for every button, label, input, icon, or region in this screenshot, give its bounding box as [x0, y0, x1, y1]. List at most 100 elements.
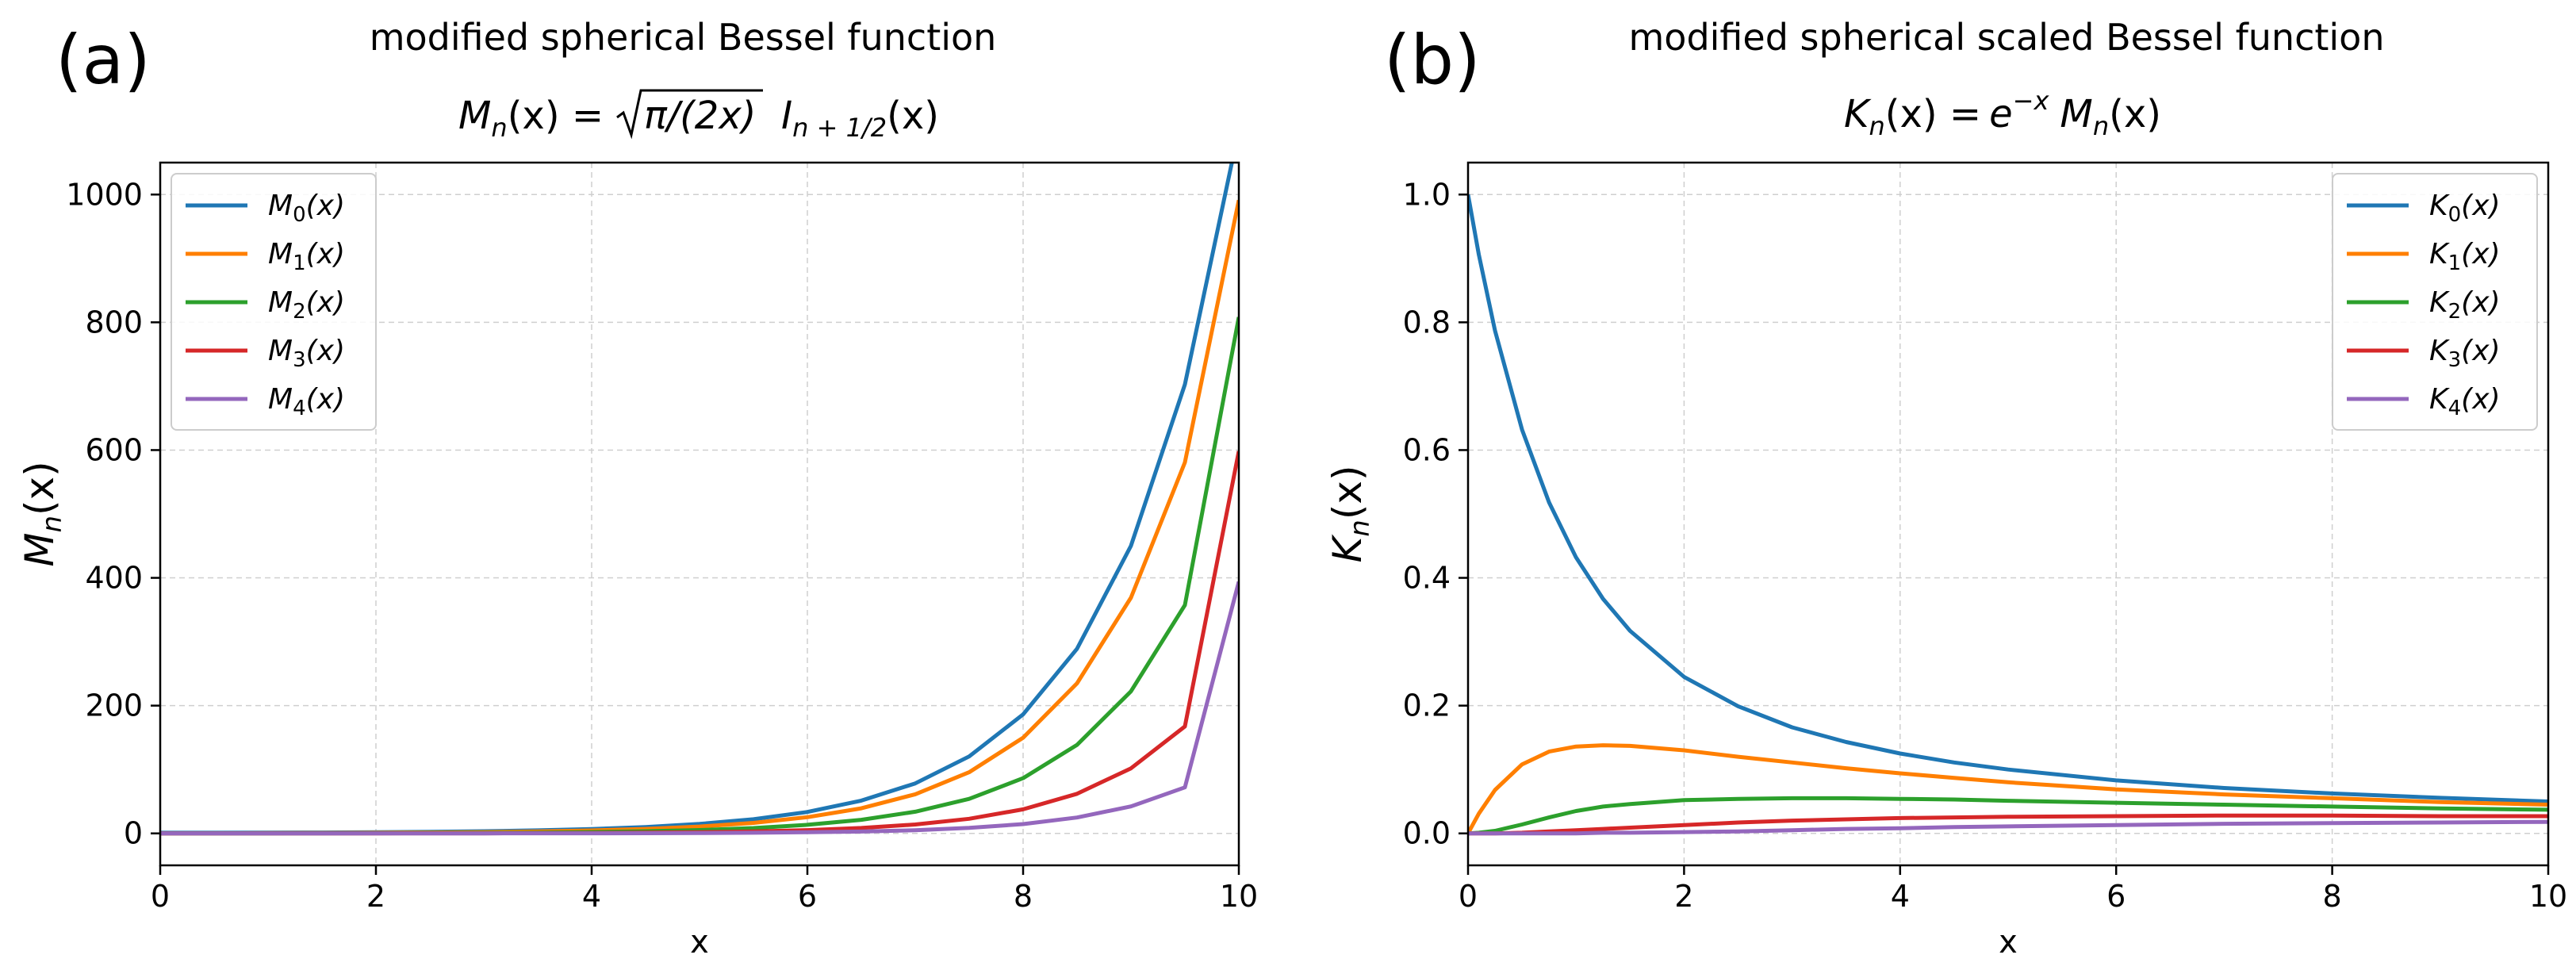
panel-b-legend-box [2332, 173, 2538, 431]
panel-b-plot: 0 2 4 6 8 100.00.20.40.60.81.0xKn(x)K0(x)K1(x… [1324, 161, 2567, 961]
panel-b-ytick-label-4: 0.8 [1403, 305, 1451, 339]
panel-b-legend-sub-4: 4 [2448, 397, 2462, 420]
panel-a-xlabel: x [690, 924, 709, 961]
panel-b-ylabel-main: K [1324, 533, 1370, 562]
panel-b-legend-main-0: K [2429, 190, 2450, 222]
formula-b-lhs-arg: (x) = [1885, 92, 1981, 136]
panel-a-legend-sub-3: 3 [293, 348, 306, 372]
panel-a-legend-arg-4: (x) [306, 383, 345, 416]
panel-b-legend-arg-4: (x) [2461, 383, 2500, 416]
panel-b-series-line-4 [1468, 819, 2548, 836]
panel-a-series-line-4 [160, 581, 1239, 836]
formula-a-sqrt-content: π/(2x) [644, 94, 756, 138]
panel-a-legend-label-3: M3(x) [268, 335, 345, 372]
formula-a-rhs-main: I [781, 94, 792, 138]
panel-b-legend-label-0: K0(x) [2429, 190, 2501, 227]
panel-a-legend-main-0: M [268, 190, 293, 222]
panel-a-ytick-label-0: 0 [124, 816, 143, 851]
panel-b-xlabel: x [1999, 924, 2018, 961]
formula-b-lhs-main: K [1844, 92, 1872, 136]
panel-b-legend-sub-3: 3 [2448, 348, 2462, 372]
panel-a-axes-frame [159, 161, 1240, 867]
panel-b-ylabel-sub: n [1344, 520, 1376, 537]
formula-b-rhs-main: M [2060, 92, 2092, 136]
panel-a-legend-label-4: M4(x) [268, 383, 345, 420]
panel-b-legend-main-3: K [2429, 335, 2450, 367]
panel-a-ytick-label-3: 600 [85, 432, 143, 467]
panel-b-ylabel: Kn(x) [1324, 466, 1376, 563]
panel-a-xtick-label-2: 4 [582, 879, 601, 914]
panel-a-ytick-label-2: 400 [85, 561, 143, 596]
formula-a-rhs-sub: n + 1/2 [792, 113, 887, 143]
panel-b-ytick-label-3: 0.6 [1403, 432, 1451, 467]
panel-b-ytick-label-2: 0.4 [1403, 561, 1451, 596]
panel-b-series-line-0 [1468, 194, 2548, 803]
panel-b-title: modified spherical scaled Bessel functio… [1629, 16, 2385, 59]
panel-b-label: (b) [1384, 21, 1481, 100]
panel-b-series-line-2 [1468, 796, 2548, 836]
panel-a-legend-label-2: M2(x) [268, 286, 345, 324]
panel-b-legend-main-1: K [2429, 238, 2450, 270]
panel-b-legend-main-4: K [2429, 383, 2450, 416]
panel-b-axes-frame [1466, 161, 2550, 867]
panel-b-legend-main-2: K [2429, 286, 2450, 319]
panel-a-legend-arg-1: (x) [306, 238, 345, 270]
panel-b-legend-sub-1: 1 [2448, 251, 2462, 275]
panel-a-plot: 0 2 4 6 8 1002004006008001000xMn(x)M0(x)M1(x)… [17, 161, 1258, 961]
panel-b-formula: Kn(x) = e−x Mn(x) [1844, 86, 2161, 141]
panel-a-legend-label-0: M0(x) [268, 190, 345, 227]
panel-a-legend-box [171, 173, 377, 431]
formula-a-lhs-sub: n [491, 113, 507, 143]
panel-a-legend-sub-4: 4 [293, 397, 306, 420]
panel-a-ytick-label-1: 200 [85, 688, 143, 723]
panel-a-label: (a) [56, 21, 151, 100]
panel-b-xtick-label-3: 6 [2106, 879, 2126, 914]
panel-a-xtick-label-0: 0 [151, 879, 170, 914]
panel-a-legend-main-1: M [268, 238, 293, 270]
panel-b-xtick-label-2: 4 [1891, 879, 1910, 914]
panel-a-xtick-label-4: 8 [1014, 879, 1033, 914]
formula-b-exp-sup: −x [2013, 86, 2050, 116]
panel-a-ytick-label-4: 800 [85, 305, 143, 339]
svg-text:Mn(x) =: Mn(x) = [458, 94, 604, 143]
panel-a-ytick-label-5: 1000 [66, 177, 143, 212]
panel-b-ytick-label-1: 0.2 [1403, 688, 1451, 723]
panel-b-xtick-label-4: 8 [2323, 879, 2342, 914]
panel-a-legend-arg-3: (x) [306, 335, 345, 367]
panel-b-legend-label-4: K4(x) [2429, 383, 2501, 420]
formula-b-rhs-arg: (x) [2109, 92, 2161, 136]
formula-b-lhs-sub: n [1869, 111, 1884, 141]
panel-a-legend-main-4: M [268, 383, 293, 416]
panel-a-legend-label-1: M1(x) [268, 238, 345, 275]
panel-b-legend-arg-1: (x) [2461, 238, 2500, 270]
panel-b-xtick-label-1: 2 [1674, 879, 1693, 914]
panel-b-legend-label-3: K3(x) [2429, 335, 2501, 372]
svg-text:Kn(x) =e−xMn(x): Kn(x) = e−x Mn(x) [1844, 86, 2161, 141]
panel-b-ytick-label-0: 0.0 [1403, 816, 1451, 851]
panel-a-legend-sub-1: 1 [293, 251, 306, 275]
panel-b-xtick-label-0: 0 [1459, 879, 1478, 914]
panel-b-legend-arg-2: (x) [2461, 286, 2500, 319]
panel-a-legend-sub-0: 0 [293, 203, 306, 227]
formula-a-lhs-arg: (x) = [508, 94, 604, 138]
panel-b-legend-sub-0: 0 [2448, 203, 2462, 227]
panel-b-legend-label-1: K1(x) [2429, 238, 2501, 275]
panel-a-legend-main-3: M [268, 335, 293, 367]
panel-b-legend-sub-2: 2 [2448, 300, 2462, 324]
panel-a-ylabel: Mn(x) [17, 461, 68, 566]
panel-a-title: modified spherical Bessel function [370, 16, 997, 59]
formula-b-exp-base: e [1989, 92, 2013, 136]
panel-a-legend-sub-2: 2 [293, 300, 306, 324]
panel-a-legend-arg-0: (x) [306, 190, 345, 222]
panel-a-formula: Mn(x) = π/(2x) In + 1/2(x) [458, 89, 939, 143]
panel-a-xtick-label-5: 10 [1220, 879, 1258, 914]
panel-a-xtick-label-3: 6 [798, 879, 817, 914]
panel-b-series-line-1 [1468, 743, 2548, 834]
panel-b-ylabel-arg: (x) [1324, 466, 1370, 520]
panel-a-legend-arg-2: (x) [306, 286, 345, 319]
panel-b-ytick-label-5: 1.0 [1403, 177, 1451, 212]
formula-b-rhs-sub: n [2093, 111, 2109, 141]
svg-text:In + 1/2(x): In + 1/2(x) [781, 94, 939, 143]
